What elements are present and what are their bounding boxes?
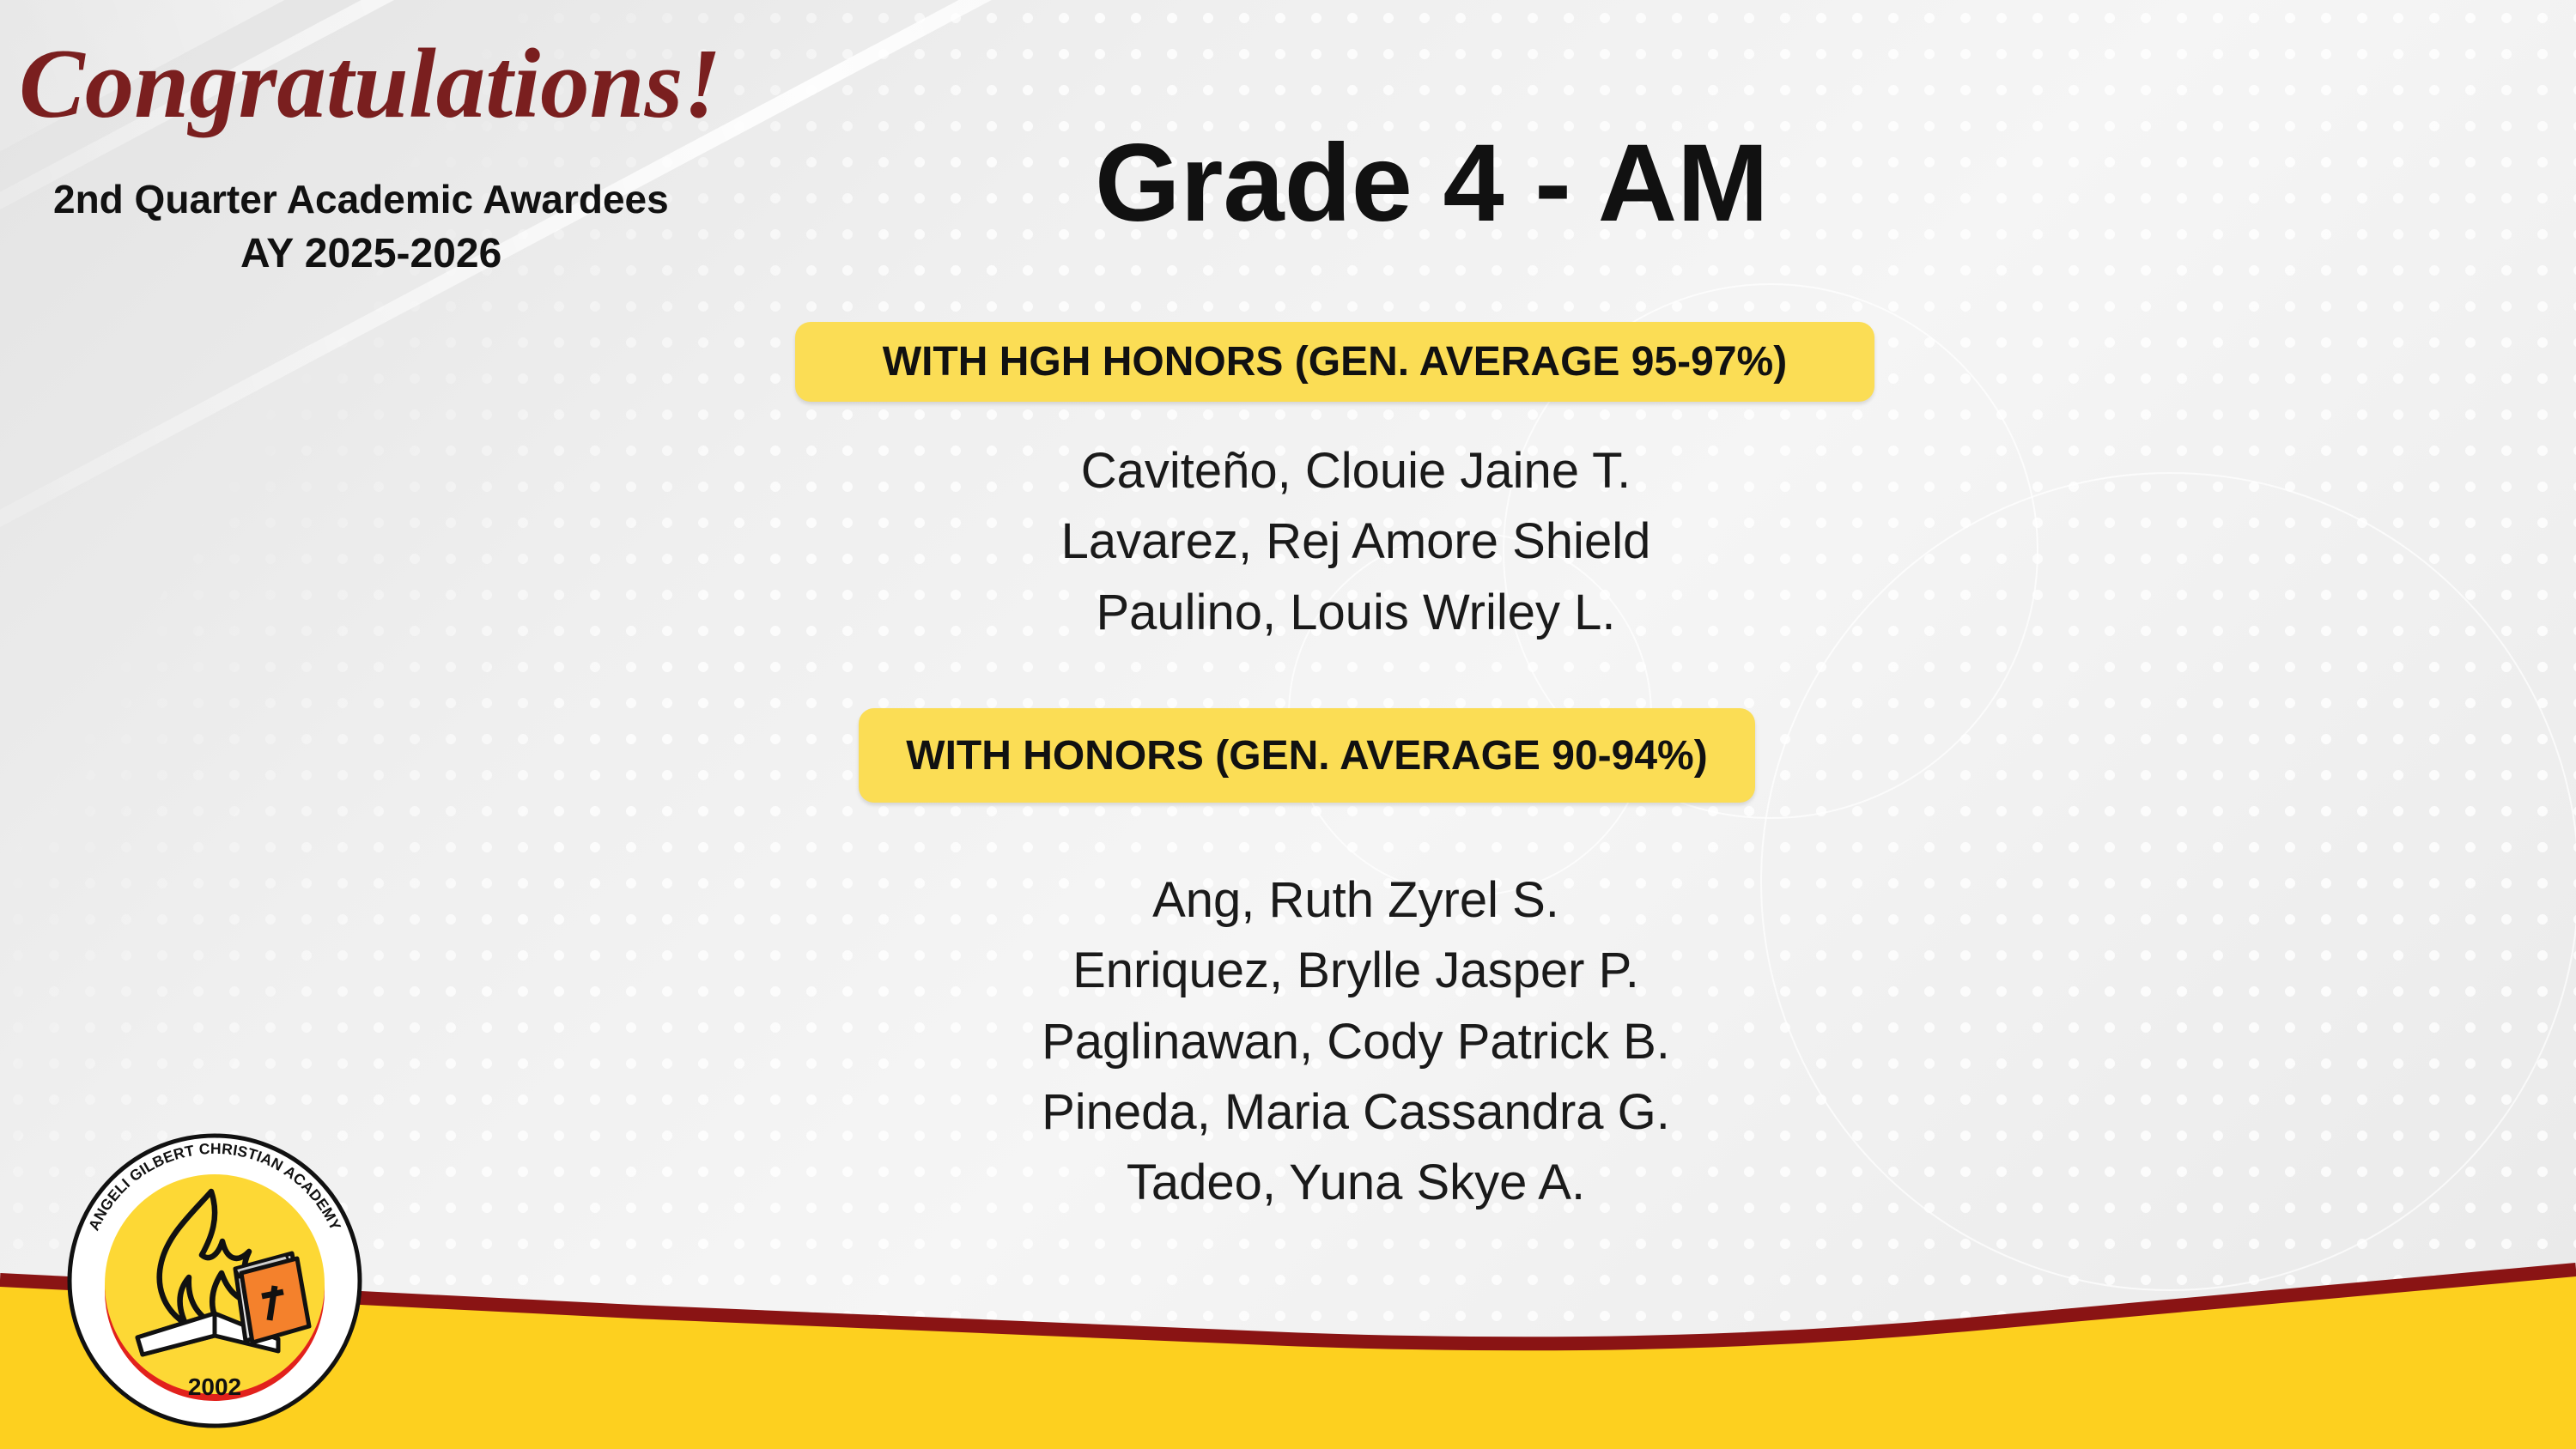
svg-text:2002: 2002	[188, 1373, 241, 1400]
